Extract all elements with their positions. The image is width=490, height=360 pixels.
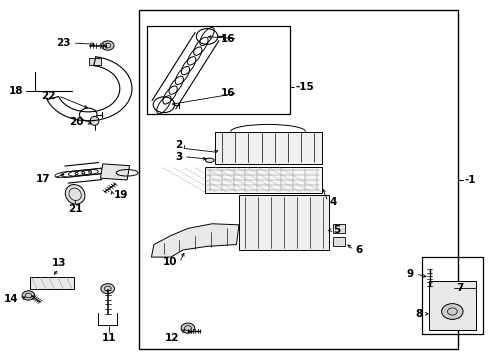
- Text: 22: 22: [41, 91, 56, 101]
- Text: 11: 11: [102, 333, 117, 343]
- Ellipse shape: [65, 185, 85, 204]
- Bar: [429, 282, 476, 330]
- Bar: [147, 26, 290, 114]
- Polygon shape: [333, 237, 345, 246]
- Text: 14: 14: [4, 294, 19, 304]
- Text: 5: 5: [333, 225, 340, 235]
- Polygon shape: [100, 164, 129, 180]
- Bar: [205, 167, 321, 193]
- Text: -1: -1: [464, 175, 475, 185]
- Text: 19: 19: [114, 190, 128, 200]
- Bar: [215, 132, 321, 164]
- Text: 2: 2: [175, 140, 182, 150]
- Text: 3: 3: [175, 152, 182, 162]
- Text: 21: 21: [68, 204, 82, 215]
- Text: 12: 12: [165, 333, 179, 343]
- Text: 13: 13: [52, 258, 66, 268]
- Circle shape: [181, 323, 195, 333]
- Text: 8: 8: [415, 309, 422, 319]
- Bar: [422, 257, 483, 334]
- Polygon shape: [30, 277, 74, 289]
- Text: 16: 16: [221, 88, 236, 98]
- Text: 23: 23: [56, 38, 70, 48]
- Circle shape: [441, 303, 463, 319]
- Text: 9: 9: [407, 269, 414, 279]
- Text: 7: 7: [457, 283, 464, 293]
- Ellipse shape: [205, 158, 214, 162]
- Bar: [239, 195, 329, 250]
- Text: 16: 16: [221, 34, 236, 44]
- Ellipse shape: [90, 116, 99, 125]
- Bar: [139, 10, 458, 348]
- Text: 18: 18: [9, 86, 24, 96]
- Polygon shape: [333, 224, 345, 233]
- Bar: [89, 58, 100, 65]
- Circle shape: [22, 291, 35, 300]
- Circle shape: [101, 41, 114, 50]
- Text: 17: 17: [36, 174, 51, 184]
- Text: 20: 20: [69, 117, 83, 127]
- Circle shape: [101, 284, 115, 294]
- Text: -15: -15: [295, 82, 314, 92]
- Polygon shape: [151, 224, 239, 257]
- Text: 4: 4: [330, 197, 337, 207]
- Text: 10: 10: [163, 257, 177, 267]
- Text: 6: 6: [356, 245, 363, 255]
